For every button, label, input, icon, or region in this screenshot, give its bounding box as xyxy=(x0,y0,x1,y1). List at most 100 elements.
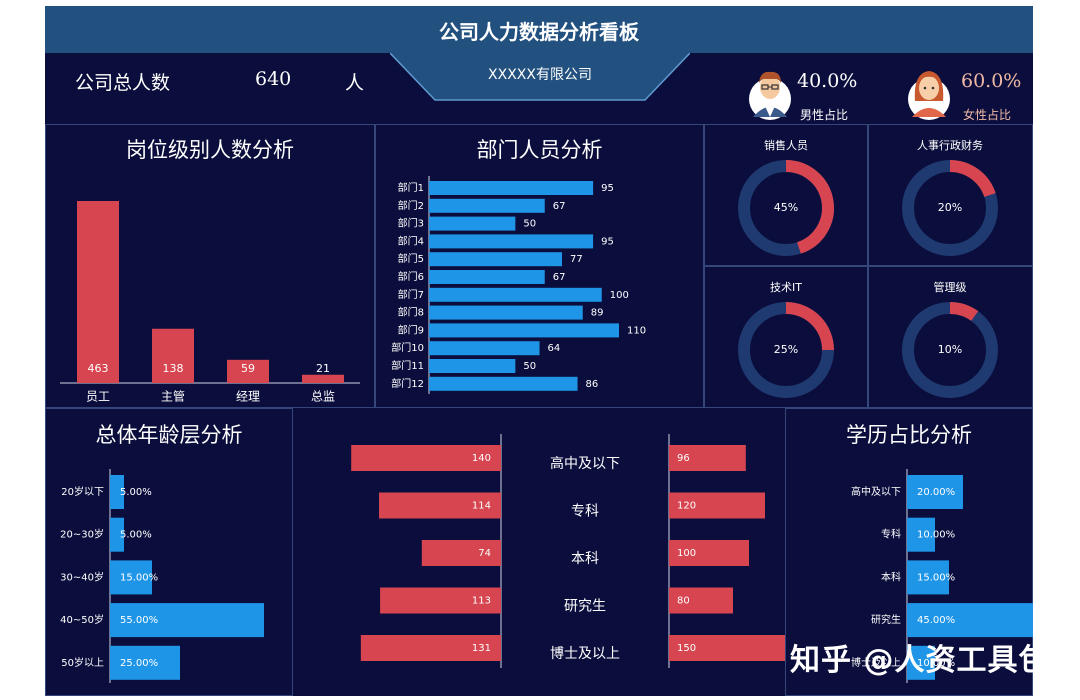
left-bar xyxy=(380,587,501,614)
male-label: 男性占比 xyxy=(800,108,849,122)
category-tick-label: 部门6 xyxy=(398,270,424,283)
education-panel xyxy=(785,408,1033,696)
donut-title: 人事行政财务 xyxy=(917,138,983,152)
category-label: 本科 xyxy=(571,551,599,567)
category-tick-label: 部门5 xyxy=(398,252,424,265)
category-tick-label: 40~50岁 xyxy=(60,613,104,626)
bar xyxy=(429,341,540,356)
category-tick-label: 专科 xyxy=(881,528,901,541)
category-label: 专科 xyxy=(571,504,599,520)
bar-value-label: 5.00% xyxy=(120,487,152,498)
male-percent: 40.0% xyxy=(797,70,858,92)
category-tick-label: 部门11 xyxy=(391,359,424,372)
bar-value-label: 95 xyxy=(601,236,614,247)
bar-value-label: 45.00% xyxy=(917,615,955,626)
bar xyxy=(907,517,935,552)
age-chart: 20岁以下 5.00% 20~30岁 5.00% 30~40岁 15.00% 40~50岁 5… xyxy=(60,469,264,683)
header-bar xyxy=(45,6,1033,53)
company-name: XXXXX有限公司 xyxy=(488,67,592,83)
category-label: 高中及以下 xyxy=(550,455,620,472)
category-tick-label: 部门1 xyxy=(398,181,424,194)
total-label: 公司总人数 xyxy=(75,72,171,94)
male-avatar-icon xyxy=(749,71,791,120)
bar-value-label: 10.00% xyxy=(917,530,955,541)
bar xyxy=(907,603,1033,638)
donut-value-label: 10% xyxy=(938,343,962,356)
bar xyxy=(110,475,124,509)
right-bar xyxy=(669,587,733,614)
donut-value-label: 25% xyxy=(774,343,798,356)
category-tick-label: 部门12 xyxy=(391,377,424,390)
category-tick-label: 博士及以上 xyxy=(851,656,901,669)
bar xyxy=(429,252,562,267)
category-tick-label: 30~40岁 xyxy=(60,570,104,583)
category-tick-label: 员工 xyxy=(86,390,110,404)
bar-value-label: 59 xyxy=(241,362,255,375)
bar xyxy=(907,560,949,595)
bar-value-label: 64 xyxy=(548,343,561,354)
category-tick-label: 部门4 xyxy=(398,234,424,247)
bar xyxy=(429,216,516,231)
category-tick-label: 总监 xyxy=(311,390,335,404)
left-bar xyxy=(351,445,501,471)
right-bar-value-label: 100 xyxy=(677,548,696,559)
bar xyxy=(110,603,264,638)
education-title: 学历占比分析 xyxy=(846,423,972,447)
bar-value-label: 50 xyxy=(523,219,536,230)
bar xyxy=(227,359,269,383)
left-bar-value-label: 113 xyxy=(472,596,491,607)
bar-value-label: 89 xyxy=(591,308,604,319)
bar xyxy=(302,374,344,383)
category-tick-label: 50岁以上 xyxy=(61,656,104,669)
bar xyxy=(907,645,935,680)
education-gender-chart: 140 96 高中及以下 114 120 专科 74 100 本科 113 80 研究生 131 150 博… xyxy=(351,434,785,668)
bar-value-label: 100 xyxy=(610,290,629,301)
donut-panel-4 xyxy=(868,266,1033,408)
category-label: 博士及以上 xyxy=(550,645,620,662)
donut-panel-3 xyxy=(704,266,868,408)
category-tick-label: 20岁以下 xyxy=(61,485,104,498)
bar xyxy=(429,359,516,373)
left-bar xyxy=(379,492,501,519)
category-tick-label: 经理 xyxy=(236,390,260,404)
donut-title: 管理级 xyxy=(934,280,967,294)
department-title: 部门人员分析 xyxy=(476,138,603,162)
bar-value-label: 67 xyxy=(553,201,566,212)
bar xyxy=(77,201,119,383)
category-tick-label: 部门7 xyxy=(398,288,424,301)
right-bar-value-label: 96 xyxy=(677,453,690,464)
category-label: 研究生 xyxy=(564,599,606,615)
bar-value-label: 110 xyxy=(627,325,646,336)
left-bar-value-label: 114 xyxy=(472,501,491,512)
bar-value-label: 21 xyxy=(316,362,330,375)
bar xyxy=(110,645,180,680)
bar-value-label: 5.00% xyxy=(120,530,152,541)
category-tick-label: 20~30岁 xyxy=(60,528,104,541)
left-bar xyxy=(421,540,501,566)
bar-value-label: 10.00% xyxy=(917,658,955,669)
bar-value-label: 95 xyxy=(601,183,614,194)
bar-value-label: 50 xyxy=(523,361,536,372)
category-tick-label: 主管 xyxy=(161,389,185,404)
dashboard-title: 公司人力数据分析看板 xyxy=(439,20,639,44)
right-bar xyxy=(669,635,785,661)
bar xyxy=(429,198,545,213)
right-bar-value-label: 80 xyxy=(677,596,690,607)
left-bar-value-label: 74 xyxy=(478,548,491,559)
watermark: 知乎 @人资工具包 xyxy=(790,643,1050,678)
age-panel xyxy=(45,408,293,696)
bar-value-label: 77 xyxy=(570,254,583,265)
bar xyxy=(429,270,545,284)
bar xyxy=(429,181,594,195)
bar xyxy=(152,328,194,383)
donut-title: 销售人员 xyxy=(764,138,808,152)
department-chart: 部门1 95 部门2 67 部门3 50 部门4 95 部门5 77 部门6 67 部门7 100 部门8 8… xyxy=(391,176,646,394)
bar xyxy=(429,287,602,302)
right-bar xyxy=(669,445,746,471)
donut-value-label: 45% xyxy=(774,201,798,214)
left-bar-value-label: 140 xyxy=(472,453,491,464)
total-unit: 人 xyxy=(345,72,365,94)
position-title: 岗位级别人数分析 xyxy=(126,138,294,162)
donut-segment xyxy=(949,302,979,322)
female-label: 女性占比 xyxy=(963,108,1012,122)
